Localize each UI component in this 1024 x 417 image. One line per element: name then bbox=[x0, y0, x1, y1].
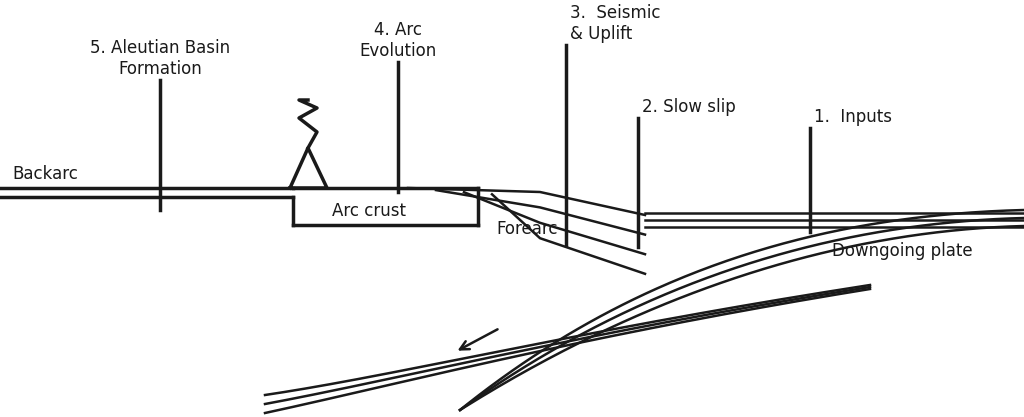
Text: Downgoing plate: Downgoing plate bbox=[831, 242, 973, 260]
Text: 5. Aleutian Basin
Formation: 5. Aleutian Basin Formation bbox=[90, 39, 230, 78]
Text: Arc crust: Arc crust bbox=[332, 202, 406, 220]
Text: 1.  Inputs: 1. Inputs bbox=[814, 108, 892, 126]
Text: 4. Arc
Evolution: 4. Arc Evolution bbox=[359, 21, 436, 60]
Text: Forearc: Forearc bbox=[496, 220, 557, 238]
Text: 3.  Seismic
& Uplift: 3. Seismic & Uplift bbox=[570, 4, 660, 43]
Text: Backarc: Backarc bbox=[12, 165, 78, 183]
Text: 2. Slow slip: 2. Slow slip bbox=[642, 98, 736, 116]
